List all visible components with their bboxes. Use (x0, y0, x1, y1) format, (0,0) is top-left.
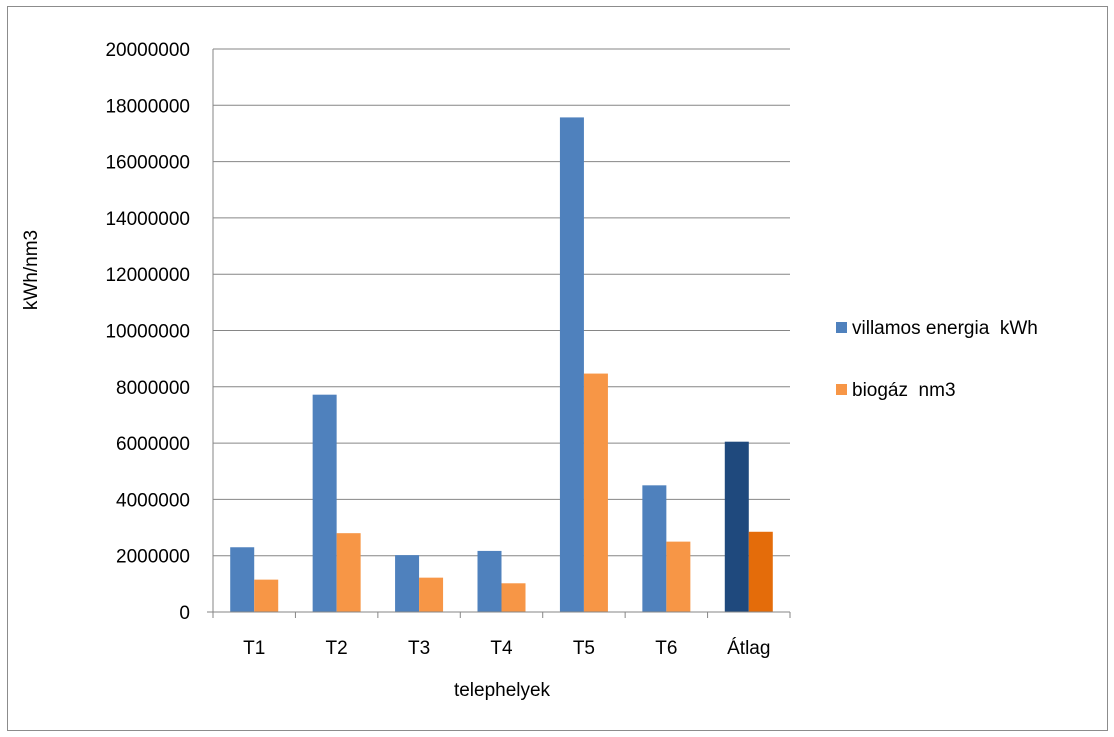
y-tick-label: 10000000 (105, 322, 190, 343)
legend-label-biogaz: biogáz nm3 (852, 380, 956, 401)
bar-villamos-T2 (312, 394, 337, 612)
chart-frame (7, 6, 1108, 731)
bar-biogaz-Átlag (748, 531, 773, 612)
legend-label-villamos: villamos energia kWh (852, 318, 1038, 339)
y-tick-label: 0 (179, 603, 190, 624)
bar-villamos-Átlag (724, 441, 749, 612)
bar-biogaz-T5 (583, 373, 608, 612)
legend: villamos energia kWh biogáz nm3 (836, 318, 1038, 401)
y-tick-label: 18000000 (105, 96, 190, 117)
bar-villamos-T5 (559, 117, 584, 612)
bar-biogaz-T1 (254, 579, 279, 612)
x-tick-label: T1 (243, 638, 265, 659)
y-tick-label: 2000000 (116, 547, 190, 568)
y-tick-label: 14000000 (105, 209, 190, 230)
legend-swatch-biogaz (836, 384, 847, 395)
y-tick-label: 4000000 (116, 490, 190, 511)
x-tick-label: T3 (408, 638, 430, 659)
y-tick-labels: 0 2000000 4000000 6000000 8000000 10000000 120… (105, 40, 190, 624)
x-tick-label: T6 (655, 638, 677, 659)
bar-biogaz-T2 (336, 533, 361, 612)
bar-biogaz-T4 (501, 583, 526, 612)
y-tick-label: 6000000 (116, 434, 190, 455)
bar-villamos-T3 (395, 555, 420, 612)
x-tick-label: T5 (573, 638, 595, 659)
gridlines (213, 48, 790, 557)
y-tick-label: 20000000 (105, 40, 190, 61)
bar-villamos-T1 (230, 547, 255, 612)
y-tick-label: 12000000 (105, 265, 190, 286)
y-tick-label: 16000000 (105, 153, 190, 174)
y-axis-title: kWh/nm3 (21, 230, 42, 310)
bar-biogaz-T6 (666, 541, 691, 612)
axes (207, 49, 791, 618)
x-tick-label: T2 (326, 638, 348, 659)
y-tick-label: 8000000 (116, 378, 190, 399)
x-tick-label: Átlag (727, 638, 770, 659)
bar-villamos-T6 (642, 485, 667, 612)
x-tick-label: T4 (490, 638, 513, 659)
bar-villamos-T4 (477, 550, 502, 612)
x-tick-labels: T1 T2 T3 T4 T5 T6 Átlag (243, 638, 770, 659)
bar-biogaz-T3 (419, 577, 444, 612)
bars (230, 117, 773, 612)
x-axis-title: telephelyek (454, 680, 551, 701)
legend-swatch-villamos (836, 322, 847, 333)
